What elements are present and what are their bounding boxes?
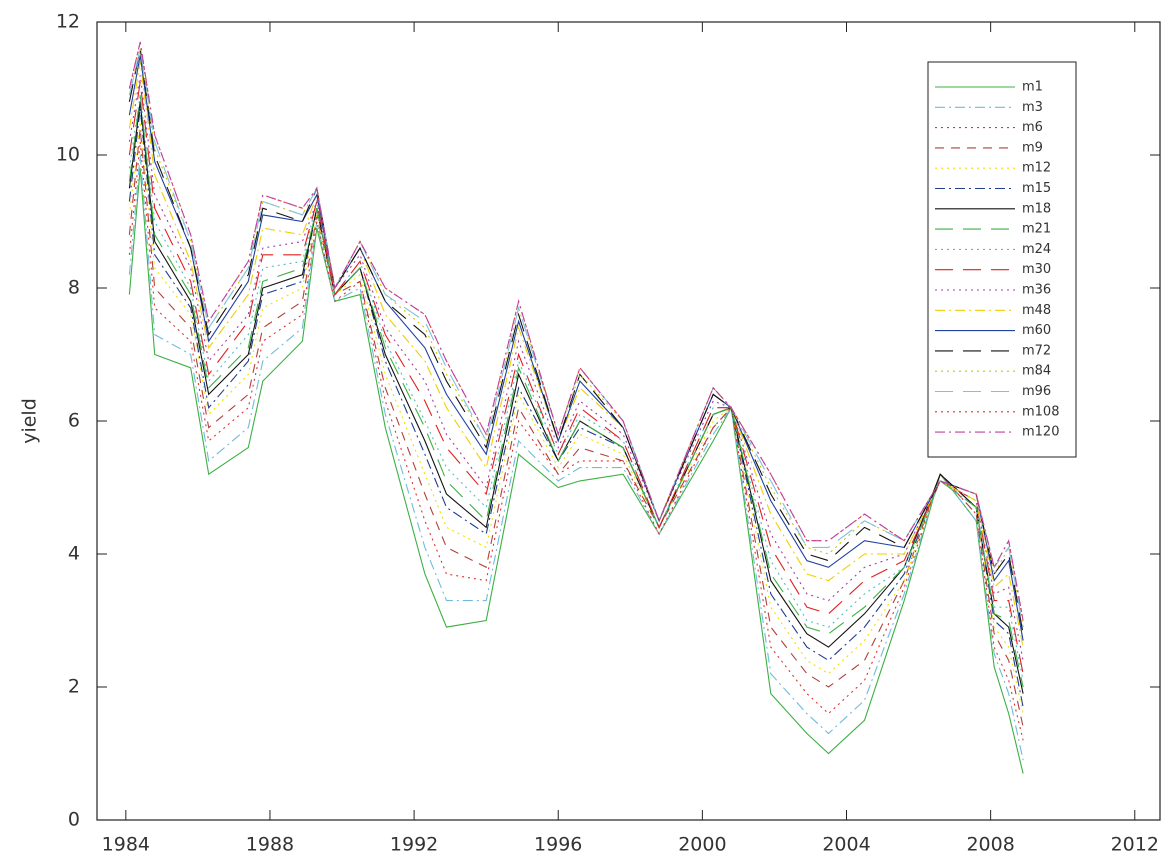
legend-label: m18: [1022, 201, 1051, 216]
y-tick-label: 2: [68, 676, 80, 698]
legend-label: m9: [1022, 140, 1043, 155]
series-line: [128, 95, 1024, 681]
legend-label: m108: [1022, 404, 1059, 419]
x-tick-label: 1996: [534, 834, 582, 856]
legend-label: m1: [1022, 80, 1043, 95]
series-line: [128, 95, 1024, 688]
y-tick-label: 4: [68, 543, 80, 565]
legend-label: m96: [1022, 384, 1051, 399]
series-line: [128, 48, 1024, 628]
x-tick-label: 2000: [678, 834, 726, 856]
series-line: [128, 75, 1024, 661]
series-line: [128, 121, 1024, 714]
series-line: [128, 101, 1024, 694]
series-line: [128, 168, 1024, 774]
legend-box: [927, 61, 1077, 458]
y-axis-label: yield: [19, 398, 41, 444]
legend-label: m12: [1022, 161, 1051, 176]
x-tick-label: 1988: [246, 834, 294, 856]
series-line: [128, 154, 1024, 761]
legend-label: m15: [1022, 181, 1051, 196]
y-tick-label: 10: [56, 144, 80, 166]
series-line: [128, 41, 1024, 621]
legend-label: m30: [1022, 262, 1051, 277]
series-line: [128, 108, 1024, 708]
x-tick-label: 2012: [1111, 834, 1159, 856]
y-tick-label: 6: [68, 410, 80, 432]
series-line: [128, 41, 1024, 621]
legend-label: m84: [1022, 364, 1051, 379]
legend-label: m60: [1022, 323, 1051, 338]
legend: m1 m3 m6 m9 m12 m15 m18 m21 m24 m30 m36 m48 m60 m72 m8…: [927, 61, 1077, 458]
x-tick-label: 1984: [102, 834, 150, 856]
legend-label: m3: [1022, 100, 1043, 115]
legend-label: m36: [1022, 283, 1051, 298]
y-tick-label: 8: [68, 277, 80, 299]
y-tick-label: 0: [68, 809, 80, 831]
legend-label: m6: [1022, 120, 1043, 135]
legend-label: m21: [1022, 222, 1051, 237]
legend-label: m120: [1022, 425, 1059, 440]
series-line: [128, 128, 1024, 728]
x-tick-label: 2004: [822, 834, 870, 856]
legend-label: m48: [1022, 303, 1051, 318]
legend-label: m24: [1022, 242, 1051, 257]
y-tick-label: 12: [56, 11, 80, 33]
x-tick-label: 2008: [966, 834, 1014, 856]
series-line: [128, 48, 1024, 634]
series-line: [128, 141, 1024, 741]
x-tick-label: 1992: [390, 834, 438, 856]
series-line: [128, 55, 1024, 641]
series-line: [128, 61, 1024, 648]
legend-label: m72: [1022, 343, 1051, 358]
series-line: [128, 81, 1024, 674]
